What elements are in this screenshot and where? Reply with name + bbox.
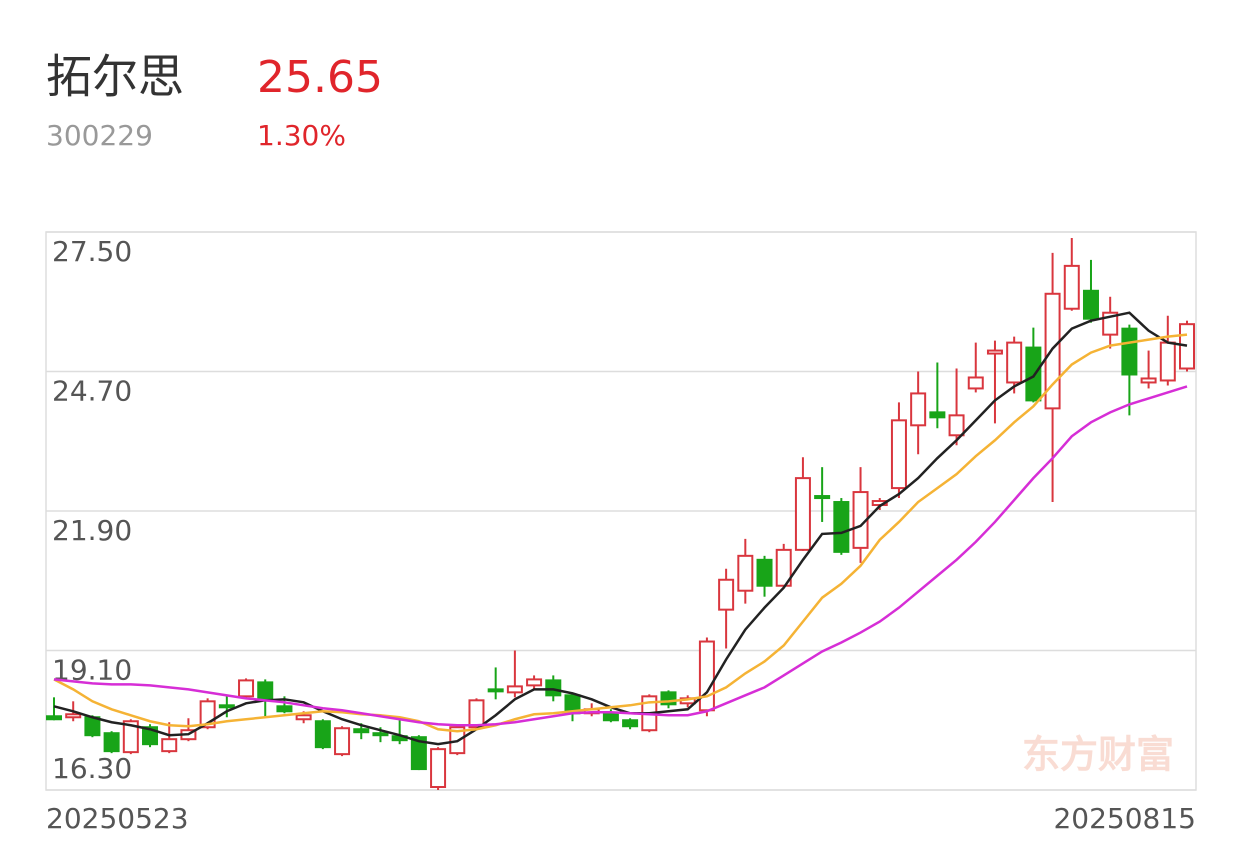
candle-body [602, 713, 619, 722]
candle-body [526, 678, 543, 687]
candle-body [410, 736, 427, 771]
stock-change: 1.30% [257, 119, 346, 152]
candle-body [218, 704, 235, 709]
stock-price: 25.65 [257, 52, 383, 103]
candle-body [910, 392, 927, 427]
candle-body [372, 732, 389, 737]
candle-body [334, 727, 351, 756]
x-tick-label: 20250523 [46, 802, 189, 835]
candle-body [1025, 346, 1042, 402]
moving-average-line [53, 333, 1188, 733]
moving-average-line [53, 311, 1188, 746]
candle-body [257, 681, 274, 702]
candle-body [794, 477, 811, 551]
stock-code: 300229 [46, 119, 153, 152]
candle-body [468, 699, 485, 729]
candle-body [238, 679, 255, 698]
candle-body [46, 715, 62, 721]
candle-body [353, 728, 370, 734]
candle-body [65, 713, 82, 719]
candle-body [122, 720, 139, 754]
candle-body [84, 716, 101, 737]
y-tick-label: 16.30 [52, 752, 132, 785]
moving-average-line [53, 385, 1188, 727]
candle-body [295, 714, 312, 721]
candle-body [1006, 341, 1023, 384]
candle-body [1121, 327, 1138, 376]
candle-body [967, 376, 984, 390]
candle-body [1179, 323, 1195, 370]
candle-body [737, 554, 754, 592]
candle-body [103, 732, 120, 753]
candle-body [948, 414, 965, 437]
candle-body [487, 688, 504, 693]
candle-body [161, 738, 178, 753]
candle-body [929, 411, 946, 419]
candle-body [756, 558, 773, 587]
candle-body [1140, 377, 1157, 384]
candle-body [545, 679, 562, 697]
stock-name: 拓尔思 [46, 50, 184, 104]
candle-body [1063, 264, 1080, 310]
candle-body [660, 691, 677, 706]
candle-body [986, 349, 1003, 355]
candle-body [314, 720, 331, 749]
candle-body [833, 501, 850, 553]
candle-body [506, 685, 523, 694]
candle-body [814, 495, 831, 500]
x-tick-label: 20250815 [1053, 802, 1196, 835]
watermark: 东方财富 [1022, 733, 1174, 777]
y-tick-label: 21.90 [52, 514, 132, 547]
candle-body [430, 748, 447, 789]
candle-body [718, 578, 735, 611]
candle-body [1159, 341, 1176, 382]
candle-body [276, 705, 293, 713]
y-tick-label: 24.70 [52, 375, 132, 408]
candle-body [890, 419, 907, 490]
candle-body [698, 640, 715, 712]
candle-body [1082, 289, 1099, 320]
y-tick-label: 27.50 [52, 235, 132, 268]
candle-body [622, 719, 639, 728]
